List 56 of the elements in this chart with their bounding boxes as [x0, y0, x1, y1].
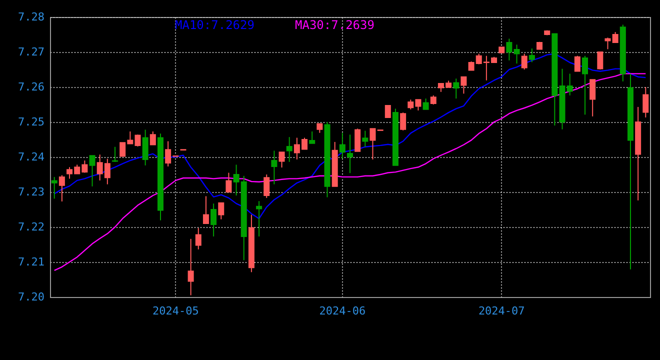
candlestick — [271, 150, 278, 185]
candlestick — [582, 55, 588, 116]
x-tick-label: 2024-07 — [478, 304, 525, 318]
candlestick — [51, 176, 58, 200]
candlestick — [453, 78, 460, 100]
y-tick-label: 7.20 — [18, 290, 44, 304]
candlestick — [354, 128, 361, 152]
candlestick — [597, 52, 604, 70]
candlestick — [574, 55, 580, 72]
candlestick — [362, 130, 368, 148]
candlestick — [316, 123, 323, 134]
candlestick — [422, 98, 429, 110]
candlestick — [642, 86, 649, 118]
candlestick — [89, 155, 96, 187]
candlestick — [590, 79, 596, 117]
candlestick — [264, 174, 270, 198]
candlestick — [384, 105, 391, 118]
candlestick — [309, 130, 316, 144]
candlestick — [460, 76, 467, 94]
candlestick — [339, 132, 346, 160]
y-tick-label: 7.23 — [18, 186, 44, 198]
y-tick-label: 7.22 — [18, 220, 44, 234]
candlestick — [612, 32, 618, 44]
candlestick — [514, 44, 520, 64]
text: MA10:7.2629 — [175, 18, 254, 32]
candlestick — [347, 134, 353, 174]
candlestick — [256, 200, 262, 237]
candlestick — [58, 174, 65, 202]
candlestick — [604, 37, 611, 50]
candlestick — [150, 130, 156, 146]
candlestick — [202, 196, 209, 224]
candlestick — [370, 128, 376, 160]
candlestick — [195, 228, 202, 250]
y-tick-label: 7.27 — [18, 46, 44, 58]
text: MA30:7.2639 — [295, 18, 374, 32]
candlestick — [400, 112, 406, 131]
y-tick-label: 7.25 — [18, 116, 44, 128]
candlestick — [430, 94, 436, 105]
y-tick-label: 7.26 — [18, 80, 44, 94]
line-series — [54, 53, 646, 220]
y-tick-label: 7.24 — [18, 150, 45, 164]
candlestick — [226, 172, 232, 192]
x-tick-label: 2024-05 — [152, 304, 199, 318]
candlestick — [218, 202, 224, 220]
candlestick — [278, 152, 285, 168]
candlestick — [210, 203, 217, 237]
line-series — [54, 73, 646, 271]
candlestick — [506, 38, 512, 61]
candlestick — [142, 129, 148, 166]
candlestick — [521, 53, 528, 70]
candlestick — [528, 48, 535, 63]
x-tick-label: 2024-06 — [319, 304, 366, 318]
y-tick-label: 7.21 — [18, 256, 44, 268]
candlestick — [188, 238, 194, 296]
y-tick-label: 7.28 — [18, 10, 44, 24]
candlestick — [286, 136, 292, 162]
